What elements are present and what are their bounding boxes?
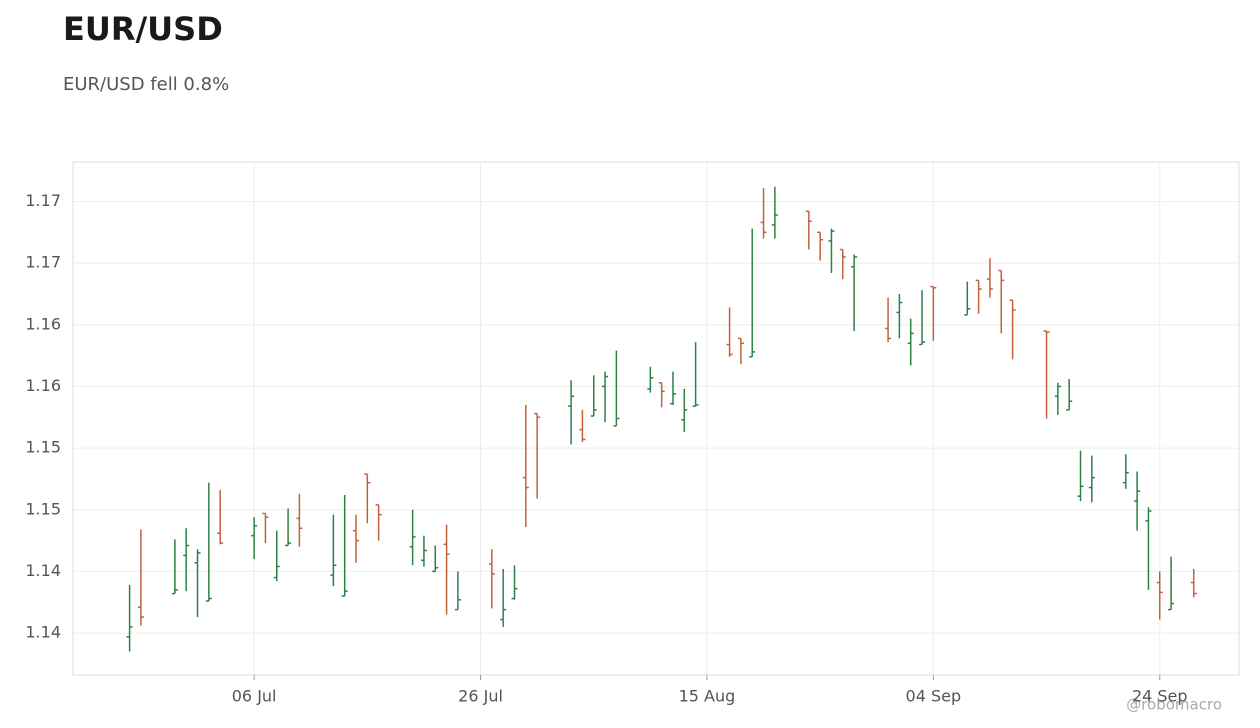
y-tick-label: 1.17: [25, 253, 61, 272]
y-tick-label: 1.16: [25, 314, 61, 333]
y-tick-label: 1.16: [25, 376, 61, 395]
y-tick-label: 1.15: [25, 499, 61, 518]
x-tick-label: 26 Jul: [458, 687, 503, 706]
x-tick-label: 04 Sep: [906, 687, 962, 706]
x-tick-label: 15 Aug: [679, 687, 736, 706]
x-tick-label: 06 Jul: [232, 687, 277, 706]
y-tick-label: 1.17: [25, 191, 61, 210]
credit: @robomacro: [1126, 696, 1222, 714]
chart-title: EUR/USD: [63, 10, 223, 48]
y-tick-label: 1.14: [25, 623, 61, 642]
x-tick-label: 24 Sep: [1132, 687, 1188, 706]
y-tick-label: 1.14: [25, 561, 61, 580]
chart-subtitle: EUR/USD fell 0.8%: [63, 74, 229, 95]
plot-frame: [72, 161, 1240, 676]
y-tick-label: 1.15: [25, 438, 61, 457]
